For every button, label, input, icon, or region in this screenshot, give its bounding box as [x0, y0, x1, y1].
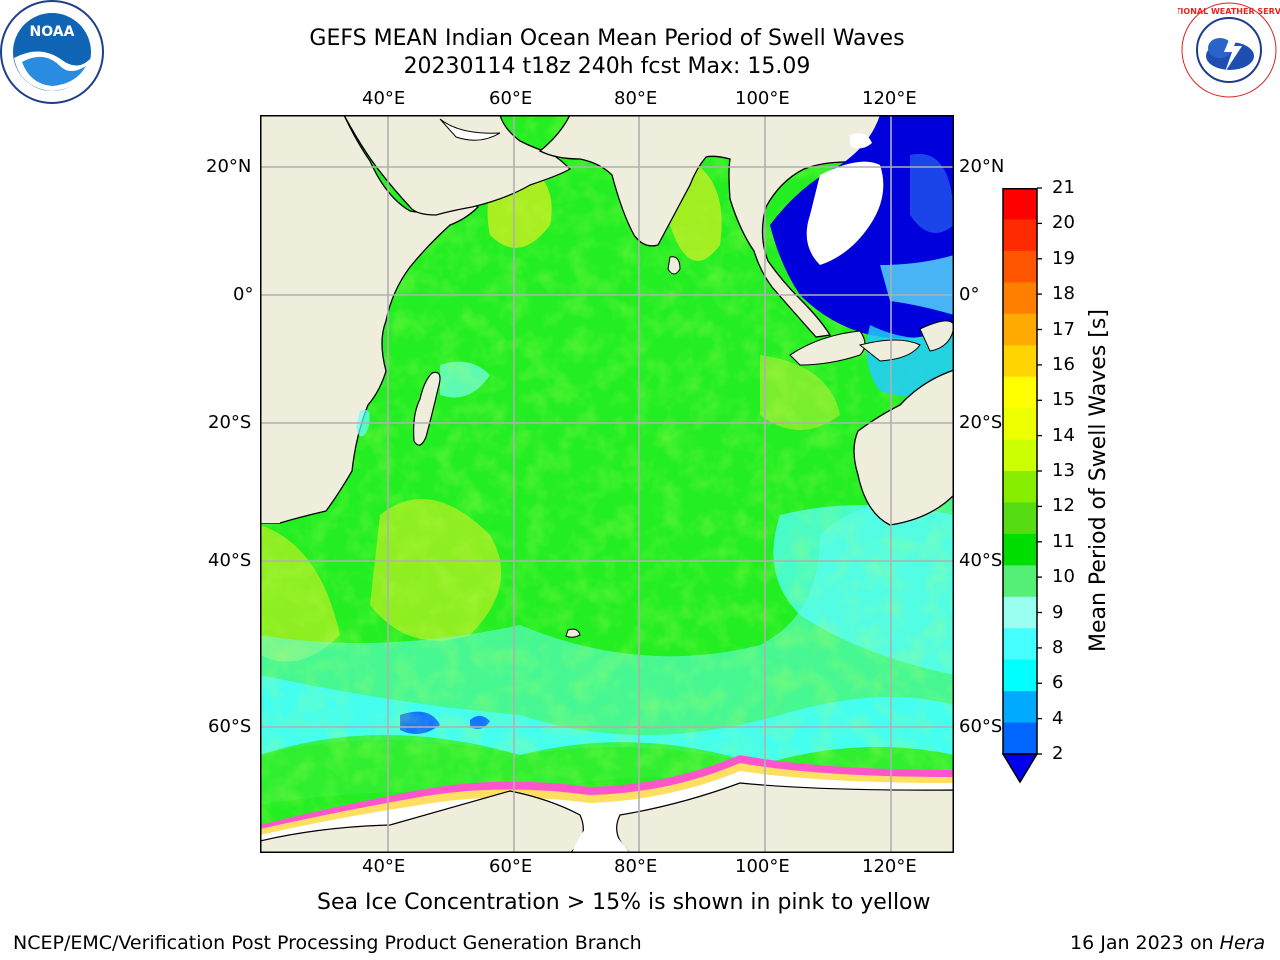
antarctica-land — [259, 790, 584, 854]
lon-label-bottom: 60°E — [489, 856, 533, 877]
colorbar-swatch — [1003, 565, 1037, 598]
footer-credit: NCEP/EMC/Verification Post Processing Pr… — [13, 932, 642, 954]
colorbar-extend-triangle — [1001, 753, 1039, 784]
noaa-logo: NOAA — [0, 0, 104, 104]
colorbar-tick-label: 17 — [1052, 318, 1075, 340]
footer-date-text: 16 Jan 2023 on — [1070, 932, 1214, 954]
svg-text:NOAA: NOAA — [30, 24, 75, 40]
colorbar-tick-label: 13 — [1052, 460, 1075, 481]
australia-land — [853, 369, 955, 526]
colorbar-tick-label: 10 — [1052, 566, 1075, 588]
chart-subtitle: 20230114 t18z 240h fcst Max: 15.09 — [403, 54, 811, 79]
colorbar-swatch — [1003, 691, 1037, 724]
colorbar-tick-label: 11 — [1052, 530, 1075, 552]
lon-label-bottom: 100°E — [735, 856, 790, 877]
lat-label-right: 0° — [959, 284, 980, 305]
lat-label-right: 20°S — [959, 412, 1003, 433]
chart-title: GEFS MEAN Indian Ocean Mean Period of Sw… — [309, 26, 905, 51]
colorbar-swatch — [1003, 188, 1037, 221]
map-canvas — [259, 109, 955, 859]
nws-logo: NATIONAL WEATHER SERVICE — [1163, 0, 1280, 100]
lon-label-top: 80°E — [614, 88, 658, 109]
footer-machine: Hera — [1219, 932, 1266, 954]
lat-label-left: 20°S — [208, 412, 252, 433]
colorbar — [1000, 187, 1042, 784]
colorbar-swatch — [1003, 596, 1037, 629]
colorbar-swatches — [1001, 187, 1042, 784]
africa-land — [259, 114, 479, 524]
lat-label-left: 0° — [233, 284, 254, 305]
colorbar-tick-label: 6 — [1052, 672, 1064, 694]
lat-label-right: 60°S — [959, 716, 1003, 737]
colorbar-tick-label: 21 — [1052, 177, 1075, 198]
map-gridlines — [260, 115, 954, 853]
lat-label-right: 20°N — [959, 156, 1005, 177]
colorbar-swatch — [1003, 659, 1037, 692]
lon-label-top: 120°E — [862, 88, 917, 109]
lon-label-bottom: 80°E — [614, 856, 658, 877]
colorbar-swatch — [1003, 628, 1037, 661]
colorbar-tick-label: 16 — [1052, 353, 1075, 375]
colorbar-tick-label: 4 — [1052, 707, 1064, 729]
lon-label-top: 100°E — [735, 88, 790, 109]
lon-label-top: 60°E — [489, 88, 533, 109]
colorbar-swatch — [1003, 471, 1037, 504]
colorbar-label: Mean Period of Swell Waves [s] — [1086, 309, 1111, 652]
sea-ice-note: Sea Ice Concentration > 15% is shown in … — [317, 890, 931, 915]
madagascar-land — [413, 371, 441, 446]
map-border — [260, 115, 954, 853]
lat-label-left: 60°S — [208, 716, 252, 737]
lat-label-left: 40°S — [208, 550, 252, 571]
lon-label-top: 40°E — [362, 88, 406, 109]
colorbar-swatch — [1003, 313, 1037, 346]
colorbar-swatch — [1003, 345, 1037, 378]
lon-label-bottom: 40°E — [362, 856, 406, 877]
footer-date: 16 Jan 2023 on Hera — [1070, 932, 1265, 954]
lat-label-right: 40°S — [959, 550, 1003, 571]
colorbar-swatch — [1003, 219, 1037, 252]
colorbar-tick-label: 15 — [1052, 389, 1075, 411]
colorbar-swatch — [1003, 533, 1037, 566]
colorbar-tick-label: 20 — [1052, 212, 1075, 234]
svg-text:NATIONAL WEATHER SERVICE: NATIONAL WEATHER SERVICE — [1178, 7, 1280, 16]
lat-label-left: 20°N — [206, 156, 252, 177]
colorbar-tick-label: 9 — [1052, 601, 1064, 623]
colorbar-swatch — [1003, 250, 1037, 283]
colorbar-tick-label: 19 — [1052, 247, 1075, 269]
colorbar-tick-label: 18 — [1052, 283, 1075, 305]
colorbar-swatch — [1003, 502, 1037, 535]
colorbar-swatch — [1003, 439, 1037, 472]
colorbar-swatch — [1003, 376, 1037, 409]
lon-label-bottom: 120°E — [862, 856, 917, 877]
colorbar-ticks: 21 20 19 18 17 16 15 14 13 12 11 10 9 8 6 4 2 — [1046, 177, 1086, 784]
asia-land — [538, 114, 955, 338]
colorbar-tick-label: 2 — [1052, 743, 1064, 764]
map-frame — [259, 109, 955, 859]
colorbar-swatch — [1003, 282, 1037, 315]
colorbar-tick-label: 12 — [1052, 495, 1075, 517]
colorbar-tick-label: 8 — [1052, 636, 1064, 658]
colorbar-swatch — [1003, 408, 1037, 441]
colorbar-tick-label: 14 — [1052, 424, 1075, 446]
colorbar-swatch — [1003, 722, 1037, 755]
